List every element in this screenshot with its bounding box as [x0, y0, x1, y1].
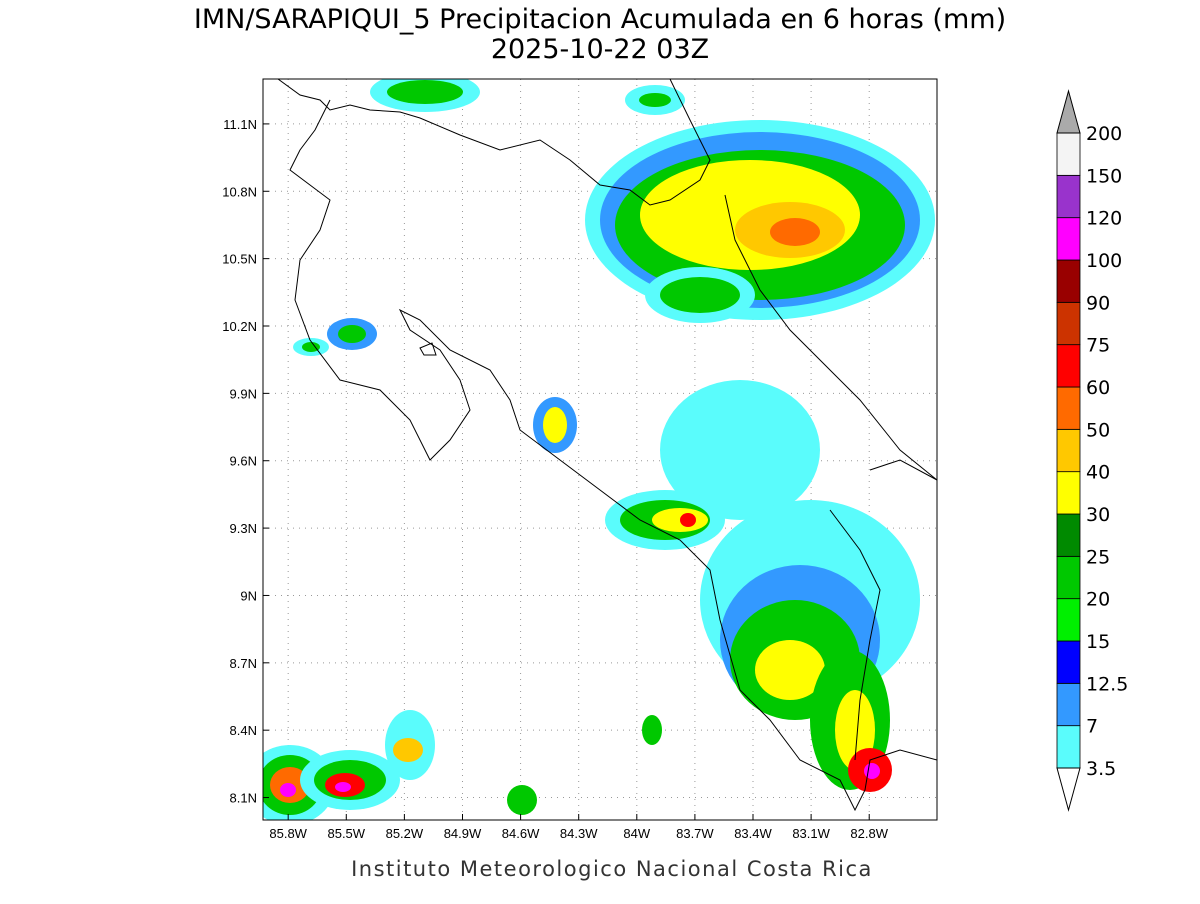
colorbar-label: 3.5	[1086, 758, 1116, 780]
colorbar-label: 90	[1086, 292, 1110, 314]
x-tick-label: 84W	[623, 826, 650, 841]
y-tick-label: 10.5N	[222, 252, 257, 267]
colorbar-band	[1056, 217, 1081, 261]
map-title: IMN/SARAPIQUI_5 Precipitacion Acumulada …	[194, 4, 1006, 35]
colorbar-band	[1056, 174, 1081, 219]
colorbar-label: 60	[1086, 377, 1110, 399]
colorbar-band	[1056, 640, 1081, 684]
colorbar-under	[1056, 767, 1081, 812]
x-tick-label: 83.1W	[792, 826, 830, 841]
credit: Instituto Meteorologico Nacional Costa R…	[351, 857, 873, 881]
y-tick-label: 10.2N	[222, 319, 257, 334]
colorbar-label: 50	[1086, 419, 1110, 441]
colorbar-label: 150	[1086, 165, 1122, 187]
y-tick-label: 9.3N	[230, 521, 257, 536]
colorbar-band	[1056, 682, 1081, 727]
y-tick-label: 9.9N	[230, 386, 257, 401]
colorbar-band	[1056, 301, 1081, 346]
y-tick-label: 9N	[240, 588, 257, 603]
colorbar-label: 200	[1086, 123, 1122, 145]
colorbar-label: 25	[1086, 546, 1110, 568]
x-tick-label: 84.6W	[502, 826, 540, 841]
y-tick-label: 8.7N	[230, 656, 257, 671]
colorbar-band	[1056, 428, 1081, 473]
colorbar-band	[1056, 344, 1081, 388]
colorbar-band	[1056, 725, 1081, 769]
x-tick-label: 82.8W	[850, 826, 888, 841]
x-tick-label: 83.7W	[676, 826, 714, 841]
colorbar-label: 15	[1086, 631, 1110, 653]
colorbar-band	[1056, 513, 1081, 557]
x-tick-label: 84.9W	[444, 826, 482, 841]
colorbar-band	[1056, 598, 1081, 642]
coastline	[277, 79, 937, 812]
y-tick-label: 11.1N	[223, 117, 257, 132]
map-frame	[262, 78, 938, 821]
colorbar-label: 12.5	[1086, 673, 1128, 695]
x-tick-label: 85.2W	[386, 826, 424, 841]
colorbar-label: 7	[1086, 716, 1098, 738]
colorbar-band	[1056, 259, 1081, 303]
colorbar-label: 75	[1086, 335, 1110, 357]
x-tick-label: 84.3W	[560, 826, 598, 841]
y-tick-label: 9.6N	[230, 454, 257, 469]
colorbar-band	[1056, 132, 1081, 176]
precip-field	[263, 79, 935, 820]
colorbar-label: 100	[1086, 250, 1122, 272]
x-tick-label: 85.5W	[327, 826, 365, 841]
colorbar-label: 40	[1086, 462, 1110, 484]
colorbar-label: 120	[1086, 208, 1122, 230]
y-tick-label: 10.8N	[222, 184, 257, 199]
colorbar-band	[1056, 471, 1081, 515]
x-tick-label: 85.8W	[269, 826, 307, 841]
x-tick-label: 83.4W	[734, 826, 772, 841]
colorbar: 3.5 7 12.5 15 20 25 30 40 50 60 75 90 100 120 150 200	[1056, 89, 1128, 812]
colorbar-label: 30	[1086, 504, 1110, 526]
y-tick-label: 8.1N	[230, 791, 257, 806]
colorbar-band	[1056, 386, 1081, 430]
colorbar-band	[1056, 555, 1081, 600]
colorbar-over	[1056, 89, 1081, 134]
map-subtitle: 2025-10-22 03Z	[491, 34, 709, 65]
colorbar-label: 20	[1086, 589, 1110, 611]
y-tick-label: 8.4N	[230, 723, 257, 738]
axes: 85.8W 85.5W 85.2W 84.9W 84.6W 84.3W 84W 83.7W 83…	[222, 117, 888, 841]
